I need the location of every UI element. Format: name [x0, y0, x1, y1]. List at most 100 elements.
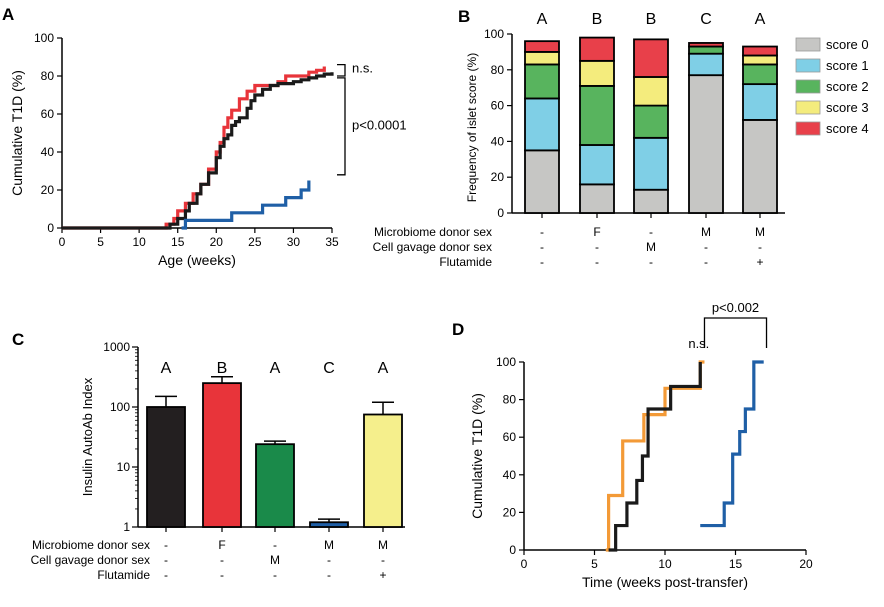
condition-value: - — [595, 255, 599, 269]
condition-value: M — [701, 225, 711, 239]
y-tick-label: 0 — [497, 206, 504, 220]
annotation-pvalue: p<0.0001 — [352, 117, 407, 132]
group-letter: B — [217, 360, 228, 377]
y-tick-label: 20 — [503, 505, 517, 519]
x-tick-label: 20 — [210, 235, 224, 249]
bar — [255, 443, 295, 528]
condition-value: - — [540, 225, 544, 239]
stacked-bar-segment-0 — [633, 188, 669, 214]
condition-value: + — [379, 568, 386, 582]
stacked-bar-segment-4 — [633, 38, 669, 78]
legend-swatch — [795, 121, 821, 136]
y-tick-label: 1000 — [103, 340, 130, 354]
y-tick-label: 40 — [503, 468, 517, 482]
y-tick-label: 60 — [41, 107, 55, 121]
legend-label: score 1 — [826, 58, 869, 73]
y-tick-label: 0 — [509, 543, 516, 557]
stacked-bar-segment-3 — [524, 51, 560, 66]
stacked-bar-segment-2 — [742, 63, 778, 86]
y-tick-label: 60 — [503, 430, 517, 444]
x-axis-title: Age (weeks) — [158, 252, 236, 268]
condition-value: F — [218, 538, 225, 552]
condition-value: - — [220, 568, 224, 582]
ns-bracket — [337, 63, 346, 77]
condition-value: - — [649, 225, 653, 239]
series-line-2 — [608, 362, 702, 552]
y-tick-label: 20 — [491, 170, 505, 184]
y-tick-label: 0 — [47, 221, 54, 235]
bar — [202, 382, 242, 528]
stacked-bar-segment-0 — [688, 74, 724, 214]
group-letter: A — [755, 11, 766, 28]
condition-row-label: Cell gavage donor sex — [31, 553, 150, 567]
condition-value: - — [327, 568, 331, 582]
y-tick-label: 20 — [41, 183, 55, 197]
x-axis-title: Time (weeks post-transfer) — [582, 574, 748, 590]
stacked-bar-segment-1 — [524, 97, 560, 152]
series-line-2 — [62, 72, 334, 230]
condition-value: - — [220, 553, 224, 567]
y-axis-title: Frequency of islet score (%) — [465, 53, 479, 202]
condition-value: - — [595, 240, 599, 254]
x-tick-label: 10 — [658, 557, 672, 571]
condition-value: - — [704, 255, 708, 269]
y-axis-title: Insulin AutoAb Index — [80, 377, 95, 496]
y-tick-label: 80 — [41, 69, 55, 83]
stacked-bar-segment-1 — [633, 136, 669, 191]
x-tick-label: 15 — [171, 235, 185, 249]
series-line-3 — [700, 360, 764, 528]
stacked-bar-segment-2 — [579, 85, 615, 146]
stacked-bar-segment-4 — [688, 42, 724, 48]
legend-label: score 4 — [826, 121, 869, 136]
stacked-bar-segment-1 — [742, 83, 778, 121]
group-letter: A — [270, 360, 281, 377]
x-tick-label: 30 — [287, 235, 301, 249]
bar — [309, 521, 349, 528]
y-tick-label: 80 — [503, 393, 517, 407]
stacked-bar-segment-3 — [742, 54, 778, 66]
condition-value: - — [273, 538, 277, 552]
stacked-bar-segment-1 — [579, 144, 615, 186]
y-tick-label: 60 — [491, 99, 505, 113]
group-letter: A — [161, 360, 172, 377]
legend-label: score 0 — [826, 37, 869, 52]
stacked-bar-segment-3 — [633, 76, 669, 107]
condition-row-label: Cell gavage donor sex — [373, 240, 492, 254]
group-letter: A — [378, 360, 389, 377]
x-tick-label: 20 — [799, 557, 813, 571]
legend-swatch — [795, 37, 821, 52]
legend-swatch — [795, 58, 821, 73]
condition-value: - — [758, 240, 762, 254]
group-letter: B — [592, 11, 603, 28]
condition-value: M — [378, 538, 388, 552]
condition-value: M — [270, 553, 280, 567]
condition-row-label: Flutamide — [97, 568, 150, 582]
condition-value: - — [381, 553, 385, 567]
panel-a-survival-chart: 0 20 40 60 80 100 0 5 10 15 20 25 30 35 Age (weeks) Cum… — [9, 31, 407, 268]
annotation-ns: n.s. — [352, 60, 373, 75]
panel-b-islet-score-chart: 0 20 40 60 80 100 Frequency of islet score (%)… — [373, 11, 869, 269]
condition-value: - — [164, 568, 168, 582]
stacked-bar-segment-0 — [579, 183, 615, 214]
condition-row-label: Flutamide — [439, 255, 492, 269]
group-letter: A — [537, 11, 548, 28]
condition-row-label: Microbiome donor sex — [374, 225, 492, 239]
group-letter: C — [700, 11, 712, 28]
stacked-bar-segment-3 — [579, 59, 615, 87]
panel-c-autoab-chart: 1 10 100 1000 Insulin AutoAb Index A B A C A Micro… — [31, 340, 405, 582]
y-tick-label: 40 — [41, 145, 55, 159]
x-tick-label: 25 — [248, 235, 262, 249]
stacked-bar-segment-2 — [688, 45, 724, 55]
panel-letter-d: D — [452, 320, 464, 339]
condition-value: F — [593, 225, 600, 239]
condition-value: - — [273, 568, 277, 582]
y-tick-label: 80 — [491, 63, 505, 77]
stacked-bar-segment-4 — [742, 45, 778, 57]
y-tick-label: 100 — [496, 355, 516, 369]
condition-value: - — [327, 553, 331, 567]
x-tick-label: 10 — [132, 235, 146, 249]
significance-bracket — [337, 77, 346, 176]
y-tick-label: 100 — [34, 31, 54, 45]
y-tick-label: 100 — [110, 400, 130, 414]
bar — [146, 406, 186, 528]
